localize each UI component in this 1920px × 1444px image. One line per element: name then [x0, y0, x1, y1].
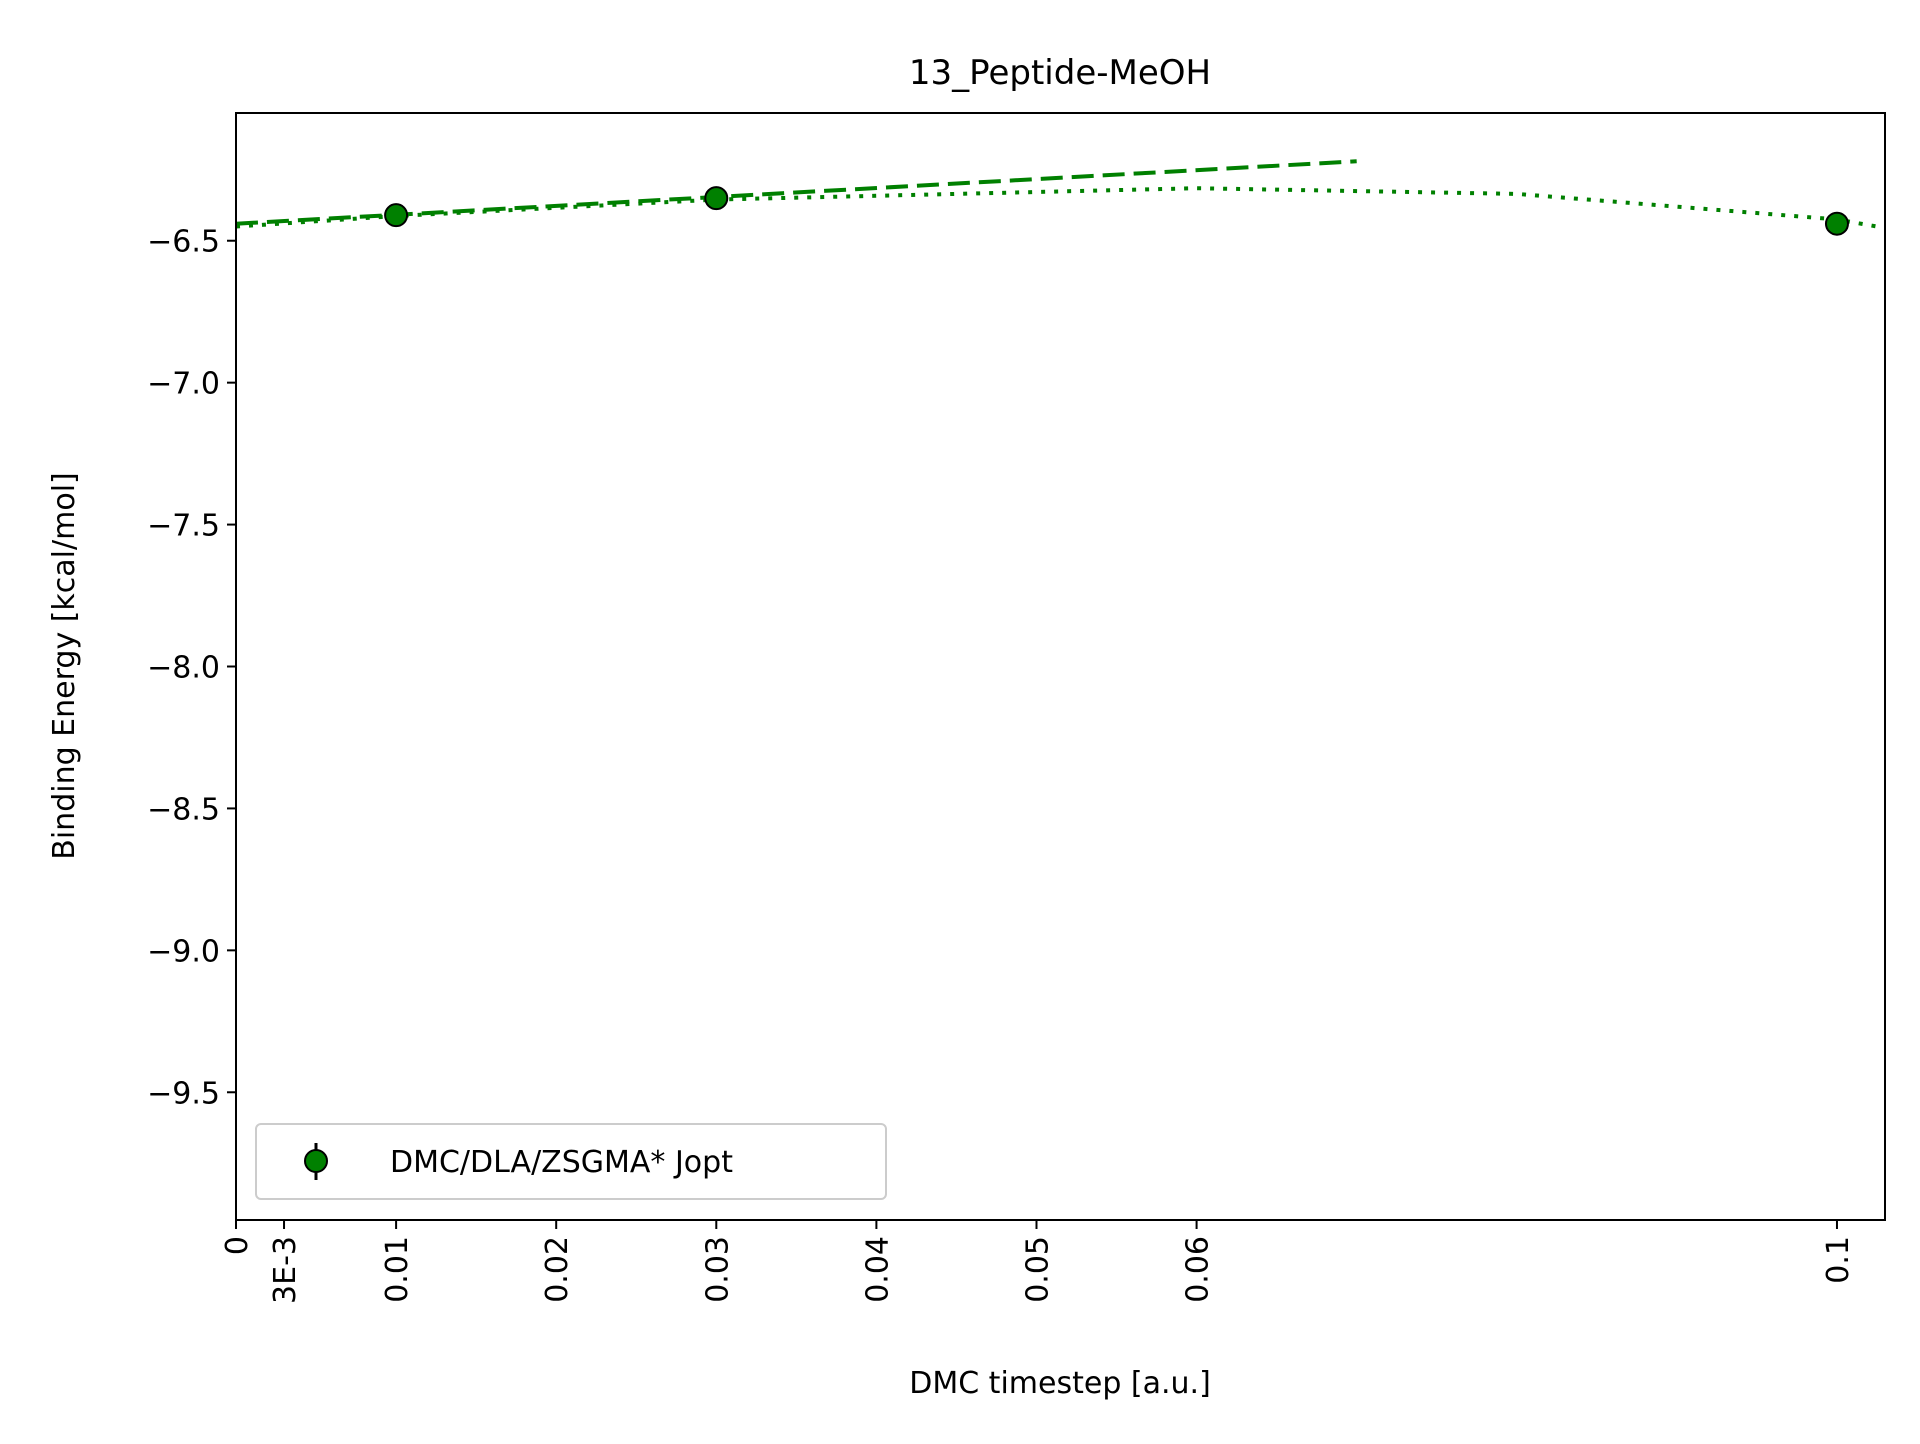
legend: DMC/DLA/ZSGMA* Jopt — [255, 1123, 887, 1200]
legend-marker — [304, 1149, 328, 1173]
y-tick-label: −9.0 — [147, 934, 220, 969]
chart-title: 13_Peptide-MeOH — [909, 53, 1211, 93]
x-tick-label: 0.01 — [380, 1236, 415, 1303]
x-tick-label: 0 — [220, 1236, 255, 1255]
y-tick-label: −9.5 — [147, 1076, 220, 1111]
dashed-fit-line — [235, 159, 1357, 226]
y-tick-label: −8.0 — [147, 651, 220, 686]
x-tick-label: 0.1 — [1821, 1236, 1856, 1284]
x-axis-ticks: 0 3E-3 0.01 0.02 0.03 0.04 0.05 0.06 0.1 — [220, 1220, 1856, 1304]
data-markers — [384, 186, 1849, 236]
plot-area-frame — [235, 112, 1886, 1221]
y-tick-label: −7.5 — [147, 509, 220, 544]
y-tick-label: −7.0 — [147, 367, 220, 402]
y-axis-ticks: −6.5 −7.0 −7.5 −8.0 −8.5 −9.0 −9.5 — [147, 225, 236, 1111]
x-axis-label: DMC timestep [a.u.] — [909, 1366, 1211, 1401]
x-tick-label: 0.03 — [700, 1236, 735, 1303]
data-point — [704, 186, 729, 211]
y-tick-label: −8.5 — [147, 792, 220, 827]
x-tick-label: 0.06 — [1181, 1236, 1216, 1303]
x-tick-label: 0.05 — [1020, 1236, 1055, 1303]
y-tick-label: −6.5 — [147, 225, 220, 260]
x-tick-label: 0.04 — [860, 1236, 895, 1303]
x-tick-label: 0.02 — [540, 1236, 575, 1303]
data-point — [1824, 211, 1849, 236]
x-tick-label: 3E-3 — [268, 1236, 303, 1304]
legend-box — [255, 1123, 887, 1200]
legend-label: DMC/DLA/ZSGMA* Jopt — [390, 1145, 733, 1180]
y-axis-label: Binding Energy [kcal/mol] — [47, 472, 82, 859]
data-point — [384, 203, 409, 228]
